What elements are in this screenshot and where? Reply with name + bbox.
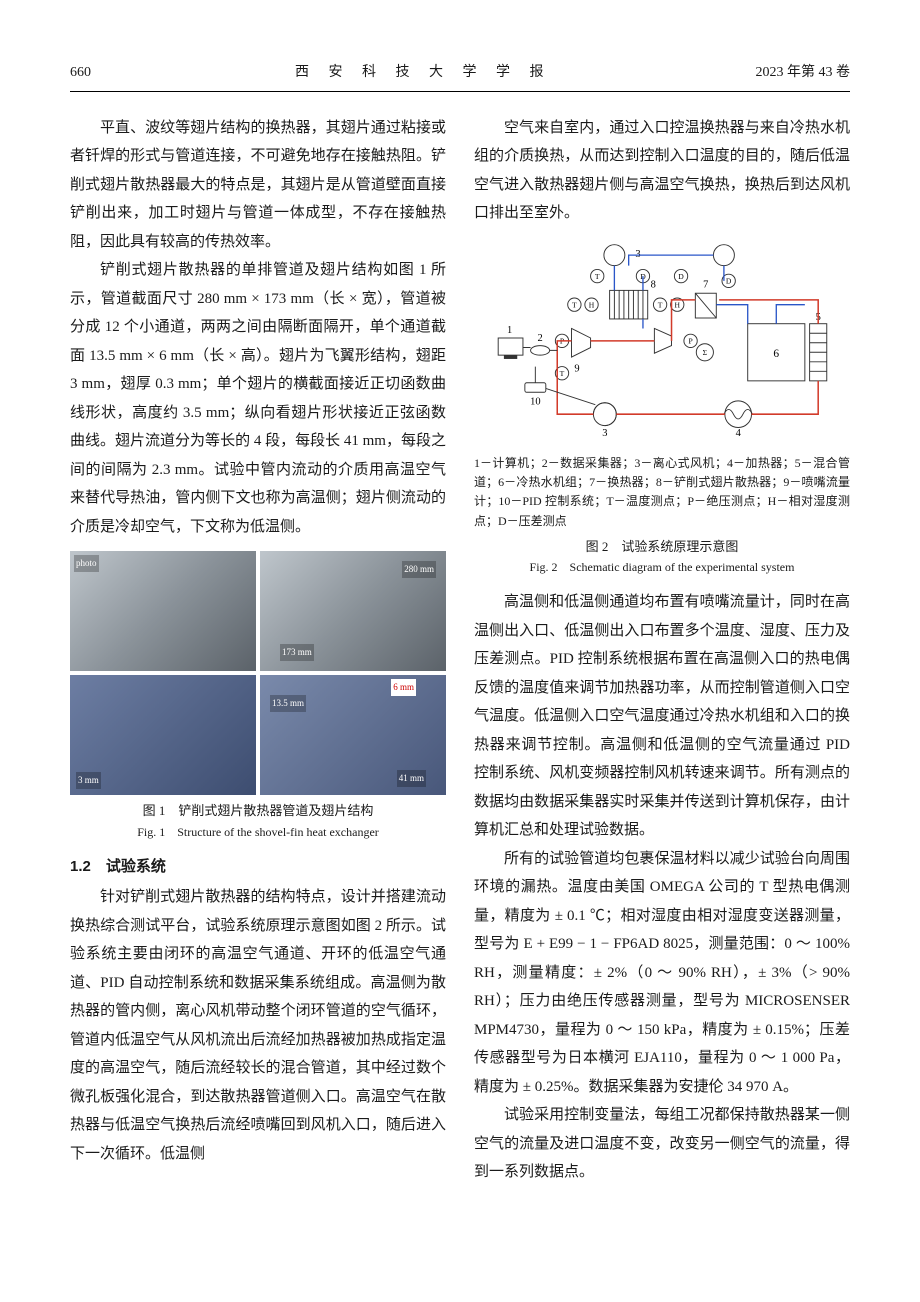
paragraph: 铲削式翅片散热器的单排管道及翅片结构如图 1 所示，管道截面尺寸 280 mm … xyxy=(70,256,446,541)
figure-1-caption-en: Fig. 1 Structure of the shovel-fin heat … xyxy=(70,823,446,841)
figure-2: 6 8 7 xyxy=(474,238,850,577)
paragraph: 所有的试验管道均包裹保温材料以减少试验台向周围环境的漏热。温度由美国 OMEGA… xyxy=(474,845,850,1102)
issue-info: 2023 年第 43 卷 xyxy=(756,60,851,87)
section-heading-1-2: 1.2 试验系统 xyxy=(70,853,446,882)
svg-text:H: H xyxy=(589,300,595,309)
svg-text:T: T xyxy=(560,369,565,378)
svg-text:D: D xyxy=(726,276,732,285)
svg-text:H: H xyxy=(674,300,680,309)
svg-text:7: 7 xyxy=(703,279,708,290)
svg-text:T: T xyxy=(595,272,600,281)
svg-text:4: 4 xyxy=(736,428,742,438)
svg-text:3: 3 xyxy=(602,428,607,438)
paragraph: 空气来自室内，通过入口控温换热器与来自冷热水机组的介质换热，从而达到控制入口温度… xyxy=(474,114,850,228)
figure-2-caption-en: Fig. 2 Schematic diagram of the experime… xyxy=(474,558,850,576)
figure-1-image: photo 280 mm 173 mm 3 mm 6 mm 13.5 mm 41… xyxy=(70,551,446,795)
journal-title: 西 安 科 技 大 学 学 报 xyxy=(295,60,552,87)
svg-text:8: 8 xyxy=(651,279,656,290)
svg-text:6: 6 xyxy=(773,348,779,360)
paragraph: 平直、波纹等翅片结构的换热器，其翅片通过粘接或者钎焊的形式与管道连接，不可避免地… xyxy=(70,114,446,257)
svg-text:D: D xyxy=(678,272,684,281)
svg-text:P: P xyxy=(688,336,692,345)
figure-1: photo 280 mm 173 mm 3 mm 6 mm 13.5 mm 41… xyxy=(70,551,446,841)
svg-text:T: T xyxy=(572,300,577,309)
svg-text:T: T xyxy=(658,300,663,309)
paragraph: 针对铲削式翅片散热器的结构特点，设计并搭建流动换热综合测试平台，试验系统原理示意… xyxy=(70,883,446,1168)
figure-1-caption-cn: 图 1 铲削式翅片散热器管道及翅片结构 xyxy=(70,801,446,821)
svg-text:Σ: Σ xyxy=(703,348,708,357)
figure-2-caption-cn: 图 2 试验系统原理示意图 xyxy=(474,537,850,557)
svg-text:10: 10 xyxy=(530,396,540,407)
paragraph: 高温侧和低温侧通道均布置有喷嘴流量计，同时在高温侧出入口、低温侧出入口布置多个温… xyxy=(474,588,850,845)
svg-text:9: 9 xyxy=(574,363,579,374)
page-header: 660 西 安 科 技 大 学 学 报 2023 年第 43 卷 xyxy=(70,60,850,92)
figure-2-legend: 1－计算机；2－数据采集器；3－离心式风机；4－加热器；5－混合管道；6－冷热水… xyxy=(474,454,850,531)
svg-text:1: 1 xyxy=(507,325,512,336)
figure-2-diagram: 6 8 7 xyxy=(474,238,850,438)
body-columns: 平直、波纹等翅片结构的换热器，其翅片通过粘接或者钎焊的形式与管道连接，不可避免地… xyxy=(70,114,850,1187)
page-number: 660 xyxy=(70,60,91,87)
svg-text:2: 2 xyxy=(537,332,542,343)
paragraph: 试验采用控制变量法，每组工况都保持散热器某一侧空气的流量及进口温度不变，改变另一… xyxy=(474,1101,850,1187)
